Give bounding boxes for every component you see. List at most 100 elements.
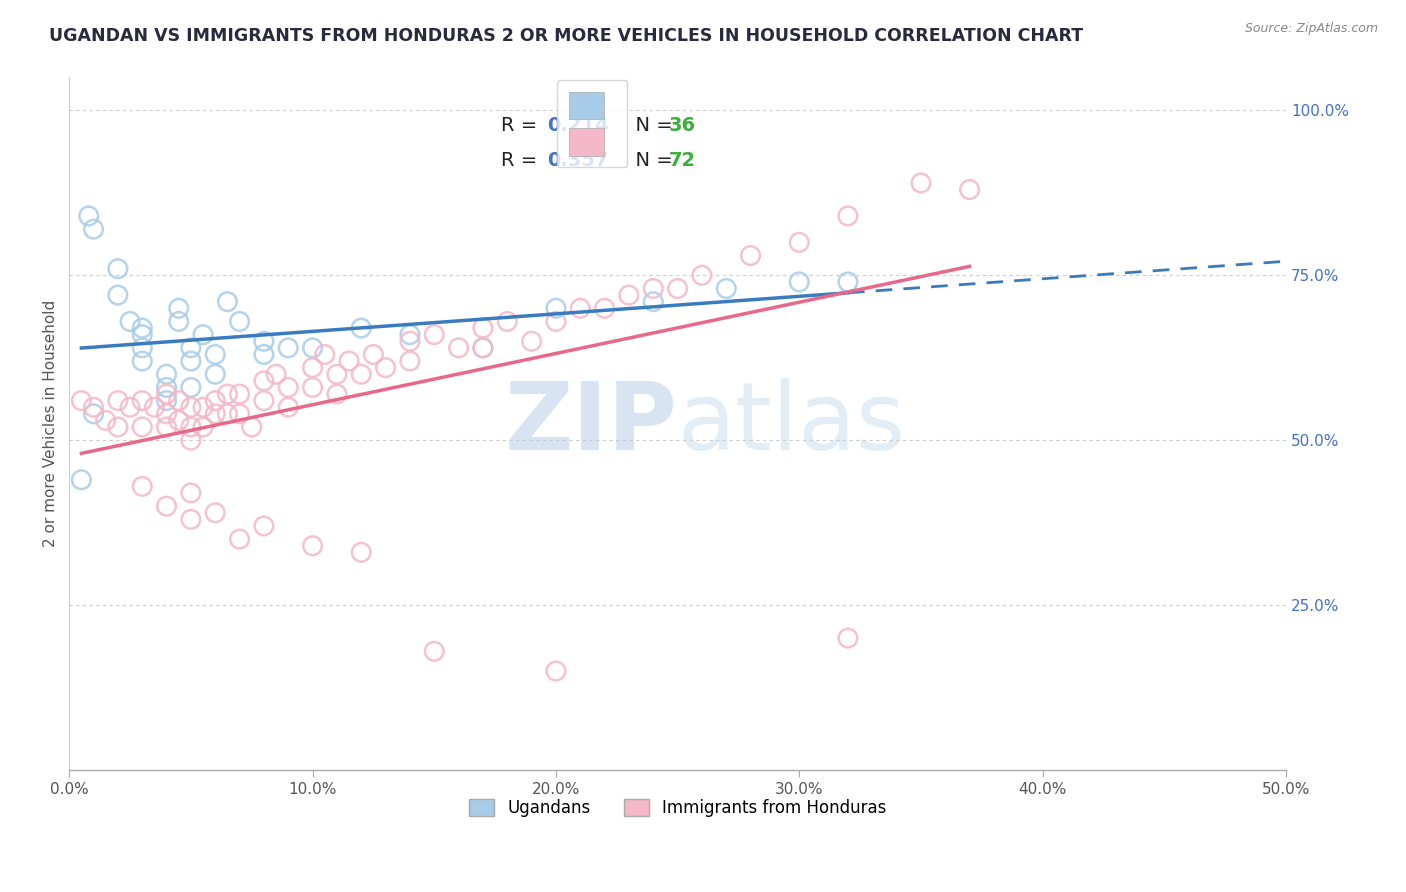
Point <box>180 354 202 368</box>
Point <box>131 479 153 493</box>
Point <box>253 519 276 533</box>
Text: 36: 36 <box>669 117 696 136</box>
Point <box>520 334 543 349</box>
Text: atlas: atlas <box>678 377 905 470</box>
Point <box>180 486 202 500</box>
Point <box>277 401 299 415</box>
Point <box>217 387 239 401</box>
Point <box>83 401 105 415</box>
Point <box>471 341 494 355</box>
Point <box>191 327 214 342</box>
Point <box>496 314 519 328</box>
Point <box>666 281 689 295</box>
Point <box>143 401 166 415</box>
Point <box>107 288 129 302</box>
Point <box>107 420 129 434</box>
Point <box>180 420 202 434</box>
Point <box>471 341 494 355</box>
Point <box>70 473 93 487</box>
Point <box>240 420 263 434</box>
Point <box>167 393 190 408</box>
Text: 72: 72 <box>669 151 696 170</box>
Point <box>544 664 567 678</box>
Point <box>131 393 153 408</box>
Point <box>837 631 859 645</box>
Point <box>83 222 105 236</box>
Point <box>544 314 567 328</box>
Point <box>314 347 336 361</box>
Point <box>191 420 214 434</box>
Point <box>423 644 446 658</box>
Point <box>131 341 153 355</box>
Point <box>180 341 202 355</box>
Point <box>167 314 190 328</box>
Point <box>228 407 250 421</box>
Point <box>301 380 323 394</box>
Text: ZIP: ZIP <box>505 377 678 470</box>
Point <box>326 387 349 401</box>
Point <box>593 301 616 316</box>
Point <box>837 209 859 223</box>
Text: R =: R = <box>501 151 544 170</box>
Point <box>350 321 373 335</box>
Point <box>471 321 494 335</box>
Point <box>837 275 859 289</box>
Point <box>120 401 142 415</box>
Point <box>228 387 250 401</box>
Point <box>131 327 153 342</box>
Text: R =: R = <box>501 117 544 136</box>
Point <box>350 545 373 559</box>
Legend: Ugandans, Immigrants from Honduras: Ugandans, Immigrants from Honduras <box>463 792 893 824</box>
Point <box>191 401 214 415</box>
Point <box>155 368 177 382</box>
Point <box>155 499 177 513</box>
Text: N =: N = <box>623 151 679 170</box>
Point <box>204 368 226 382</box>
Point <box>204 506 226 520</box>
Point <box>228 314 250 328</box>
Point <box>70 393 93 408</box>
Point <box>277 380 299 394</box>
Point <box>740 248 762 262</box>
Text: Source: ZipAtlas.com: Source: ZipAtlas.com <box>1244 22 1378 36</box>
Point <box>228 532 250 546</box>
Point <box>180 401 202 415</box>
Point <box>301 539 323 553</box>
Point <box>643 294 665 309</box>
Point <box>787 235 810 250</box>
Point <box>131 420 153 434</box>
Point <box>217 294 239 309</box>
Text: UGANDAN VS IMMIGRANTS FROM HONDURAS 2 OR MORE VEHICLES IN HOUSEHOLD CORRELATION : UGANDAN VS IMMIGRANTS FROM HONDURAS 2 OR… <box>49 27 1084 45</box>
Point <box>363 347 385 361</box>
Point <box>253 393 276 408</box>
Point <box>301 360 323 375</box>
Point <box>253 374 276 388</box>
Point <box>326 368 349 382</box>
Point <box>107 393 129 408</box>
Point <box>180 380 202 394</box>
Point <box>155 380 177 394</box>
Point <box>690 268 713 283</box>
Point <box>204 407 226 421</box>
Point <box>264 368 287 382</box>
Text: N =: N = <box>623 117 679 136</box>
Point <box>301 341 323 355</box>
Point <box>180 512 202 526</box>
Point <box>253 334 276 349</box>
Point <box>204 393 226 408</box>
Point <box>787 275 810 289</box>
Point <box>277 341 299 355</box>
Point <box>155 387 177 401</box>
Point <box>107 261 129 276</box>
Point <box>155 393 177 408</box>
Point <box>155 407 177 421</box>
Point <box>643 281 665 295</box>
Point <box>167 413 190 427</box>
Point <box>399 334 422 349</box>
Point <box>120 314 142 328</box>
Point <box>910 176 932 190</box>
Point <box>337 354 360 368</box>
Point <box>374 360 396 375</box>
Point <box>447 341 470 355</box>
Point <box>83 407 105 421</box>
